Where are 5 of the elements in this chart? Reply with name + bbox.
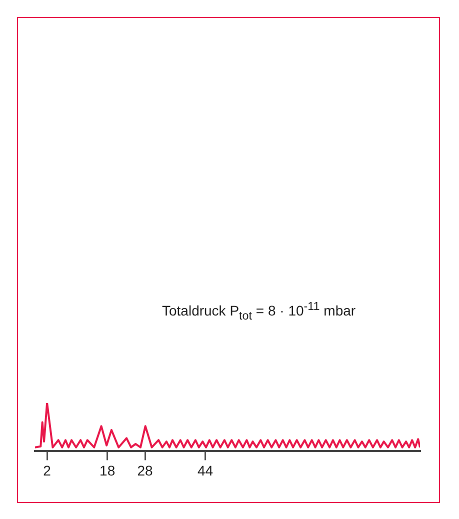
text: Totaldruck P$_{tot}$ = 8 · 10$^{-11}$ mbar: [162, 300, 357, 322]
x-tick-label: 44: [197, 462, 214, 478]
x-tick-label: 2: [43, 462, 52, 478]
x-tick-label: 18: [100, 462, 116, 478]
x-tick-label: 28: [137, 462, 153, 478]
